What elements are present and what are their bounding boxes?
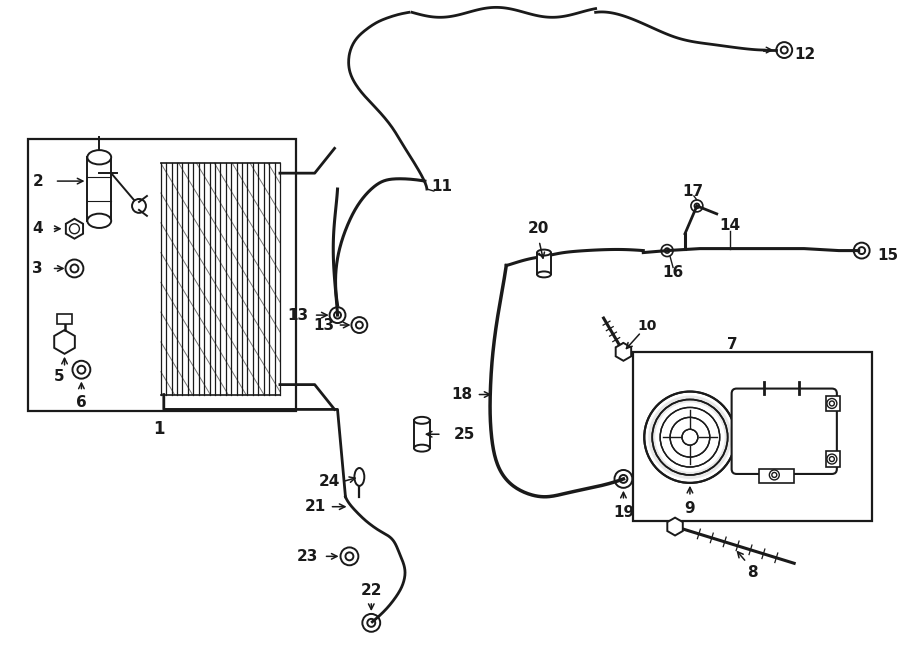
Text: 7: 7 [727, 337, 738, 352]
Text: 6: 6 [76, 395, 86, 410]
Text: 14: 14 [719, 218, 740, 233]
Text: 15: 15 [878, 248, 899, 263]
Circle shape [132, 199, 146, 213]
Bar [537, 253, 551, 274]
Circle shape [648, 395, 732, 479]
Text: 3: 3 [32, 261, 43, 276]
Text: 19: 19 [613, 505, 634, 520]
Ellipse shape [414, 445, 430, 451]
Bar [87, 157, 112, 221]
Text: 17: 17 [682, 184, 704, 198]
Bar [826, 451, 840, 467]
Bar [760, 469, 794, 483]
Bar [57, 314, 73, 324]
Text: 25: 25 [454, 427, 475, 442]
Ellipse shape [537, 272, 551, 278]
Text: 18: 18 [451, 387, 472, 402]
Text: 4: 4 [32, 221, 43, 236]
FancyBboxPatch shape [732, 389, 837, 474]
Bar [634, 352, 871, 521]
Polygon shape [667, 518, 683, 535]
Text: 8: 8 [747, 564, 758, 580]
Text: 1: 1 [153, 420, 165, 438]
Ellipse shape [414, 417, 430, 424]
Ellipse shape [87, 150, 112, 165]
Text: 24: 24 [319, 475, 340, 489]
Text: 12: 12 [794, 46, 815, 61]
Polygon shape [66, 219, 83, 239]
Text: 21: 21 [305, 499, 327, 514]
Text: 13: 13 [287, 307, 309, 323]
Text: 23: 23 [297, 549, 319, 564]
Text: 16: 16 [662, 265, 684, 280]
Bar [414, 420, 430, 448]
Text: 11: 11 [431, 178, 453, 194]
Text: 2: 2 [32, 174, 43, 188]
Bar [28, 139, 296, 411]
Text: 13: 13 [313, 317, 334, 332]
Bar [826, 395, 840, 411]
Ellipse shape [87, 214, 112, 228]
Polygon shape [616, 343, 631, 361]
Text: 20: 20 [527, 221, 549, 236]
Ellipse shape [537, 250, 551, 256]
Text: 9: 9 [685, 501, 696, 516]
Polygon shape [54, 330, 75, 354]
Text: 22: 22 [361, 582, 382, 598]
Ellipse shape [355, 468, 365, 486]
Text: 10: 10 [637, 319, 657, 333]
Circle shape [655, 403, 724, 472]
Text: 5: 5 [54, 369, 65, 384]
